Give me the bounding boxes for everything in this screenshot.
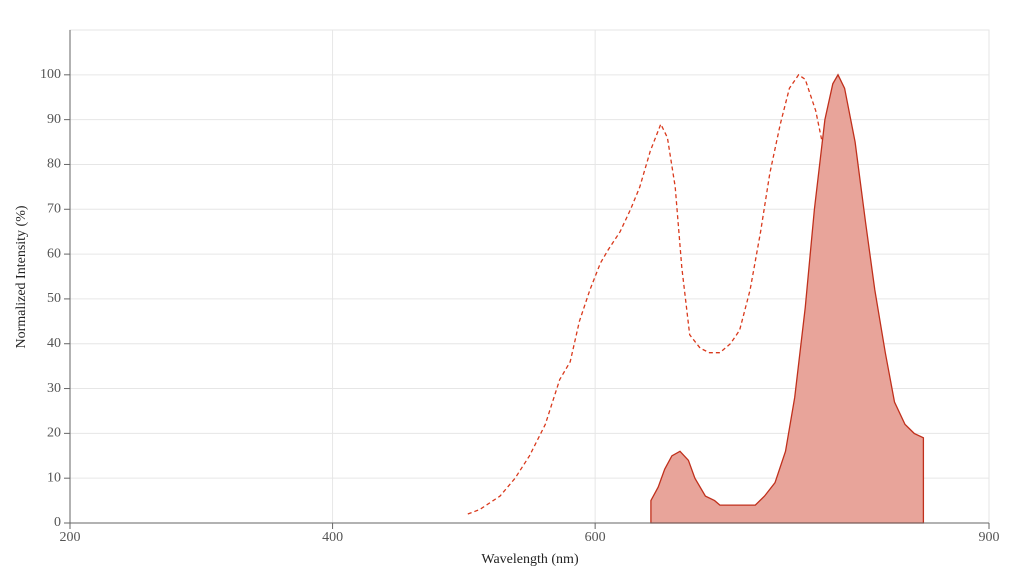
x-tick-label: 900 <box>979 530 1000 545</box>
x-axis-title: Wavelength (nm) <box>481 552 579 567</box>
y-tick-label: 80 <box>47 157 61 172</box>
y-tick-label: 0 <box>54 515 61 530</box>
y-tick-label: 50 <box>47 291 61 306</box>
y-tick-label: 40 <box>47 336 61 351</box>
y-tick-label: 70 <box>47 201 61 216</box>
y-tick-label: 60 <box>47 246 61 261</box>
x-tick-label: 600 <box>585 530 606 545</box>
y-tick-label: 10 <box>47 470 61 485</box>
x-tick-label: 200 <box>60 530 81 545</box>
emission-area <box>650 73 925 524</box>
y-tick-label: 20 <box>47 426 61 441</box>
y-tick-label: 100 <box>40 67 61 82</box>
x-tick-label: 400 <box>322 530 343 545</box>
y-axis-title: Normalized Intensity (%) <box>14 205 29 348</box>
y-tick-label: 30 <box>47 381 61 396</box>
y-tick-label: 90 <box>47 112 61 127</box>
